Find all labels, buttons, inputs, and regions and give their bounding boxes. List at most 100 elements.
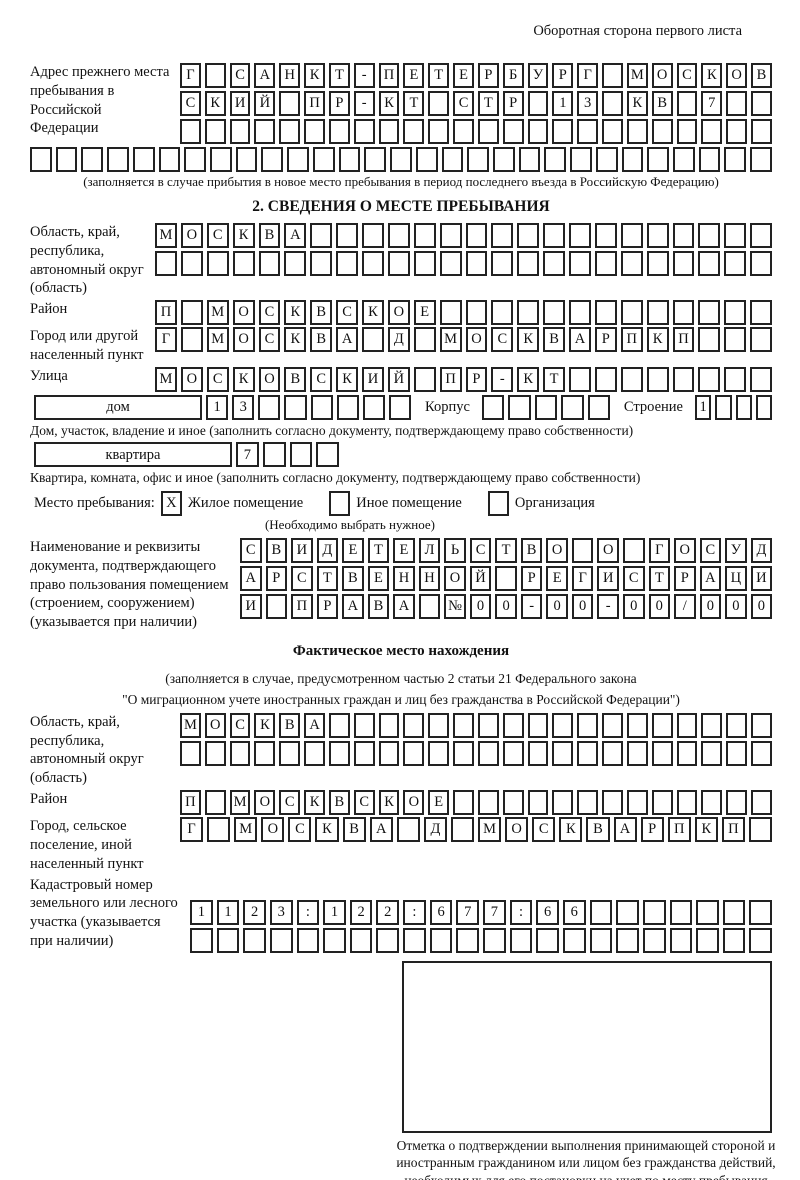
char-cell[interactable]: [362, 327, 384, 353]
char-cell[interactable]: -: [353, 62, 375, 88]
char-cell[interactable]: Й: [387, 366, 410, 392]
char-cell[interactable]: [413, 366, 436, 392]
char-cell[interactable]: П: [721, 817, 745, 843]
char-cell[interactable]: [602, 90, 623, 116]
char-cell[interactable]: В: [310, 300, 333, 326]
char-cell[interactable]: [206, 250, 229, 276]
char-cell[interactable]: [543, 250, 565, 276]
char-cell[interactable]: [750, 327, 772, 353]
char-cell[interactable]: С: [206, 366, 229, 392]
char-cell[interactable]: [589, 927, 613, 953]
char-cell[interactable]: [544, 146, 567, 172]
char-cell[interactable]: [577, 740, 599, 766]
char-cell[interactable]: [216, 927, 240, 953]
char-cell[interactable]: В: [367, 593, 390, 619]
char-cell[interactable]: [258, 394, 281, 420]
char-cell[interactable]: [328, 118, 350, 144]
char-cell[interactable]: Т: [648, 565, 671, 591]
char-cell[interactable]: О: [180, 222, 203, 248]
char-cell[interactable]: А: [393, 593, 415, 619]
char-cell[interactable]: [751, 790, 772, 816]
char-cell[interactable]: [755, 394, 773, 420]
char-cell[interactable]: [672, 300, 695, 326]
char-cell[interactable]: [651, 118, 673, 144]
char-cell[interactable]: [726, 712, 748, 738]
char-cell[interactable]: С: [491, 327, 514, 353]
char-cell[interactable]: Е: [403, 62, 425, 88]
char-cell[interactable]: 0: [571, 593, 594, 619]
char-cell[interactable]: [229, 740, 251, 766]
char-cell[interactable]: [669, 927, 693, 953]
char-cell[interactable]: К: [517, 366, 540, 392]
char-cell[interactable]: М: [478, 817, 502, 843]
char-cell[interactable]: С: [336, 300, 358, 326]
char-cell[interactable]: Г: [571, 565, 594, 591]
char-cell[interactable]: Е: [367, 565, 390, 591]
char-cell[interactable]: В: [342, 817, 366, 843]
char-cell[interactable]: Е: [428, 790, 450, 816]
char-cell[interactable]: П: [155, 300, 177, 326]
char-cell[interactable]: Р: [477, 62, 499, 88]
char-cell[interactable]: 0: [750, 593, 773, 619]
char-cell[interactable]: О: [180, 366, 203, 392]
char-cell[interactable]: О: [387, 300, 410, 326]
char-cell[interactable]: [338, 146, 361, 172]
char-cell[interactable]: [453, 740, 474, 766]
char-cell[interactable]: [701, 118, 723, 144]
char-cell[interactable]: С: [288, 817, 312, 843]
char-cell[interactable]: [621, 146, 644, 172]
char-cell[interactable]: О: [546, 537, 568, 563]
char-cell[interactable]: [552, 740, 574, 766]
char-cell[interactable]: :: [403, 899, 426, 925]
char-cell[interactable]: [439, 300, 462, 326]
char-cell[interactable]: [477, 790, 499, 816]
char-cell[interactable]: [562, 927, 586, 953]
char-cell[interactable]: [698, 300, 721, 326]
char-cell[interactable]: П: [667, 817, 691, 843]
char-cell[interactable]: [269, 927, 293, 953]
char-cell[interactable]: 1: [190, 899, 213, 925]
char-cell[interactable]: Р: [316, 593, 339, 619]
char-cell[interactable]: [204, 790, 226, 816]
char-cell[interactable]: [620, 300, 643, 326]
char-cell[interactable]: Д: [750, 537, 773, 563]
char-cell[interactable]: 0: [622, 593, 645, 619]
char-cell[interactable]: М: [234, 817, 258, 843]
char-cell[interactable]: [750, 146, 772, 172]
char-cell[interactable]: [349, 927, 373, 953]
char-cell[interactable]: [378, 118, 400, 144]
char-cell[interactable]: [722, 927, 746, 953]
char-cell[interactable]: [495, 565, 517, 591]
char-cell[interactable]: 2: [243, 899, 266, 925]
char-cell[interactable]: Й: [469, 565, 492, 591]
char-cell[interactable]: У: [527, 62, 549, 88]
char-cell[interactable]: [509, 927, 533, 953]
char-cell[interactable]: [724, 222, 747, 248]
char-cell[interactable]: [724, 366, 747, 392]
char-cell[interactable]: К: [232, 222, 255, 248]
char-cell[interactable]: [620, 366, 643, 392]
char-cell[interactable]: :: [296, 899, 320, 925]
char-cell[interactable]: Р: [674, 565, 696, 591]
char-cell[interactable]: [378, 740, 400, 766]
char-cell[interactable]: К: [378, 790, 400, 816]
char-cell[interactable]: [235, 146, 258, 172]
char-cell[interactable]: [569, 300, 591, 326]
char-cell[interactable]: [328, 712, 350, 738]
char-cell[interactable]: [616, 927, 639, 953]
char-cell[interactable]: 1: [552, 90, 574, 116]
char-cell[interactable]: А: [569, 327, 591, 353]
char-cell[interactable]: П: [672, 327, 695, 353]
char-cell[interactable]: В: [586, 817, 610, 843]
char-cell[interactable]: [602, 62, 623, 88]
char-cell[interactable]: К: [315, 817, 339, 843]
char-cell[interactable]: [620, 250, 643, 276]
house-type-box[interactable]: дом: [34, 394, 202, 420]
char-cell[interactable]: [594, 300, 617, 326]
char-cell[interactable]: [696, 899, 719, 925]
char-cell[interactable]: Т: [403, 90, 425, 116]
char-cell[interactable]: -: [491, 366, 514, 392]
char-cell[interactable]: [517, 222, 540, 248]
char-cell[interactable]: [254, 118, 276, 144]
char-cell[interactable]: А: [369, 817, 393, 843]
